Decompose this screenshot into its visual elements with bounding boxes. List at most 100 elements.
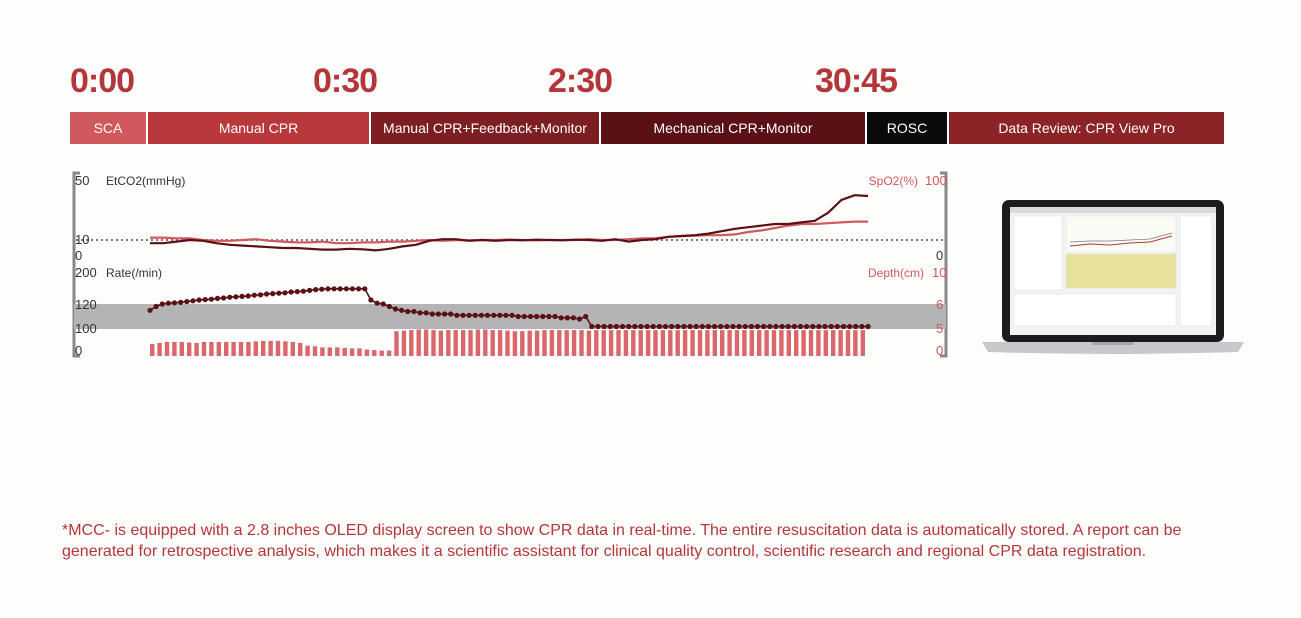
rate-point bbox=[307, 287, 313, 293]
depth-bar bbox=[734, 330, 740, 356]
spo2-axis-label: SpO2(%) bbox=[869, 174, 918, 188]
depth-bar bbox=[423, 329, 429, 356]
rate-point bbox=[165, 300, 171, 306]
depth-bar bbox=[438, 330, 444, 356]
depth-bar bbox=[564, 330, 569, 356]
depth-bar bbox=[757, 330, 762, 356]
rate-point bbox=[349, 286, 356, 292]
depth-bar bbox=[290, 342, 295, 356]
depth-bar bbox=[327, 347, 332, 356]
rate-point bbox=[558, 315, 564, 321]
rate-point bbox=[196, 297, 202, 303]
spo2-tick-0: 0 bbox=[936, 248, 943, 263]
rate-point bbox=[491, 312, 497, 318]
rate-point bbox=[583, 313, 589, 320]
depth-bar bbox=[860, 330, 865, 356]
depth-bar bbox=[534, 330, 540, 356]
depth-bar bbox=[497, 330, 503, 356]
rate-point bbox=[472, 312, 478, 318]
rate-point bbox=[368, 297, 374, 303]
rate-point bbox=[343, 286, 349, 292]
depth-bar bbox=[320, 347, 325, 356]
depth-bar bbox=[853, 330, 858, 356]
depth-bar bbox=[201, 342, 207, 356]
depth-bar bbox=[187, 342, 192, 356]
rate-point bbox=[840, 323, 847, 330]
rate-point bbox=[460, 312, 466, 318]
depth-bar bbox=[179, 342, 184, 356]
rate-point bbox=[239, 293, 245, 299]
depth-bar bbox=[164, 342, 170, 356]
rate-point bbox=[466, 312, 472, 318]
footnote-description: *MCC- is equipped with a 2.8 inches OLED… bbox=[62, 522, 1182, 560]
depth-bar bbox=[335, 347, 340, 356]
rate-point bbox=[736, 323, 742, 330]
rate-point bbox=[147, 307, 153, 313]
rate-point bbox=[153, 303, 159, 310]
depth-bar bbox=[401, 330, 407, 356]
rate-point bbox=[693, 323, 699, 330]
depth-bar bbox=[216, 342, 221, 356]
depth-bar bbox=[697, 330, 703, 356]
depth-bar bbox=[253, 341, 258, 356]
depth-bar bbox=[845, 330, 851, 356]
rate-point bbox=[435, 311, 441, 317]
depth-bar bbox=[823, 330, 828, 356]
rate-point bbox=[313, 287, 319, 293]
rate-point bbox=[515, 313, 521, 320]
rate-point bbox=[380, 301, 386, 307]
rate-point bbox=[791, 323, 798, 330]
depth-tick-5: 5 bbox=[936, 321, 943, 336]
rate-point bbox=[797, 323, 804, 330]
rate-point bbox=[288, 289, 294, 295]
rate-point bbox=[754, 323, 761, 330]
rate-tick-100: 100 bbox=[75, 321, 97, 336]
depth-bar bbox=[490, 330, 495, 356]
rate-point bbox=[834, 323, 840, 330]
depth-bar bbox=[268, 340, 273, 356]
depth-bar bbox=[305, 345, 310, 356]
rate-point bbox=[779, 323, 785, 330]
rate-point bbox=[294, 289, 300, 295]
rate-point bbox=[859, 323, 865, 330]
rate-point bbox=[417, 310, 423, 316]
rate-point bbox=[282, 290, 288, 296]
rate-point bbox=[429, 311, 435, 317]
rate-point bbox=[442, 311, 448, 317]
phase-manual-cpr-feedback: Manual CPR+Feedback+Monitor bbox=[371, 112, 599, 144]
depth-bar bbox=[261, 340, 266, 356]
rate-point bbox=[724, 323, 730, 330]
rate-point bbox=[509, 312, 515, 318]
depth-bar bbox=[623, 330, 629, 356]
rate-point bbox=[687, 323, 693, 330]
depth-tick-10: 10 bbox=[932, 265, 946, 280]
rate-point bbox=[184, 299, 190, 305]
rate-point bbox=[503, 312, 509, 318]
rate-point bbox=[392, 306, 399, 312]
rate-axis-label: Rate(/min) bbox=[106, 266, 162, 280]
depth-bar bbox=[608, 330, 614, 356]
depth-tick-0: 0 bbox=[936, 343, 943, 358]
rate-point bbox=[718, 323, 724, 330]
rate-point bbox=[245, 293, 251, 299]
depth-bar bbox=[349, 348, 355, 356]
depth-bar bbox=[394, 331, 399, 356]
rate-point bbox=[773, 323, 779, 330]
phase-rosc: ROSC bbox=[867, 112, 947, 144]
depth-bar bbox=[660, 330, 666, 356]
rate-tick-200: 200 bbox=[75, 265, 97, 280]
depth-bar bbox=[194, 343, 199, 356]
depth-bar bbox=[460, 330, 466, 356]
rate-point bbox=[411, 308, 417, 315]
rate-point bbox=[589, 323, 595, 330]
rate-point bbox=[478, 312, 484, 318]
rate-point bbox=[534, 313, 540, 320]
depth-bar bbox=[246, 342, 251, 356]
rate-point bbox=[331, 286, 337, 292]
depth-bar bbox=[638, 330, 643, 356]
rate-point bbox=[810, 323, 816, 330]
rate-point bbox=[202, 297, 208, 303]
etco2-line bbox=[150, 194, 869, 252]
rate-point bbox=[527, 313, 534, 320]
depth-bar bbox=[483, 329, 488, 356]
